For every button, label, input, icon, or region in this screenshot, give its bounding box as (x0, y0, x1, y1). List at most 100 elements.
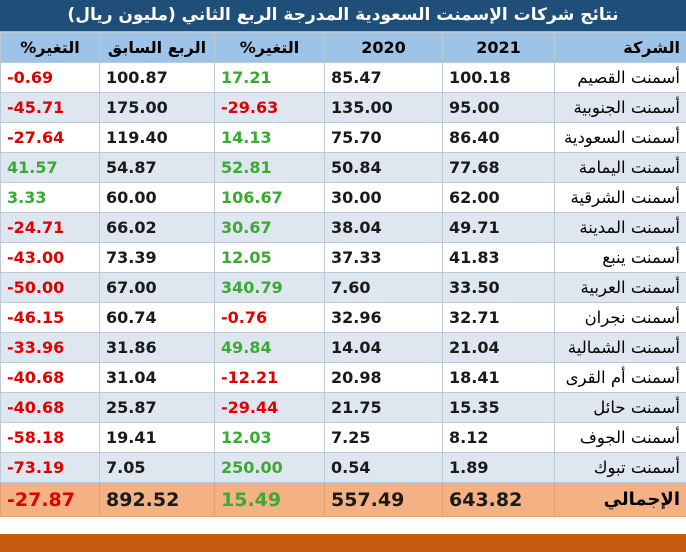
cell-2020: 50.84 (324, 152, 443, 183)
cell-company: أسمنت الشمالية (554, 332, 686, 363)
cell-2020: 0.54 (324, 452, 443, 483)
cell-prev-quarter: 60.74 (99, 302, 215, 333)
table-title: نتائج شركات الإسمنت السعودية المدرجة الر… (0, 0, 686, 32)
cell-2021: 41.83 (442, 242, 555, 273)
table-row: أسمنت اليمامة 77.68 50.84 52.81 54.87 41.57 (0, 152, 686, 183)
cell-change: -0.76 (214, 302, 325, 333)
cell-change: 49.84 (214, 332, 325, 363)
cell-change-prev: -24.71 (0, 212, 100, 243)
table-row: أسمنت الشرقية 62.00 30.00 106.67 60.00 3.33 (0, 182, 686, 213)
table-row: أسمنت تبوك 1.89 0.54 250.00 7.05 -73.19 (0, 452, 686, 483)
cell-change: -29.44 (214, 392, 325, 423)
cell-change-prev: 3.33 (0, 182, 100, 213)
results-table: الشركة 2021 2020 التغير% الربع السابق ال… (0, 32, 686, 517)
cell-company: أسمنت حائل (554, 392, 686, 423)
table-row: أسمنت ينبع 41.83 37.33 12.05 73.39 -43.00 (0, 242, 686, 273)
cell-prev-quarter: 54.87 (99, 152, 215, 183)
cell-2020: 557.49 (324, 482, 443, 517)
table-row: أسمنت السعودية 86.40 75.70 14.13 119.40 -27.6… (0, 122, 686, 153)
bottom-bar (0, 534, 686, 552)
cell-change: 15.49 (214, 482, 325, 517)
cell-2021: 62.00 (442, 182, 555, 213)
cell-prev-quarter: 60.00 (99, 182, 215, 213)
cell-prev-quarter: 67.00 (99, 272, 215, 303)
cell-company: أسمنت القصيم (554, 62, 686, 93)
cell-2021: 77.68 (442, 152, 555, 183)
cell-prev-quarter: 31.86 (99, 332, 215, 363)
cell-prev-quarter: 66.02 (99, 212, 215, 243)
table-row: أسمنت نجران 32.71 32.96 -0.76 60.74 -46.15 (0, 302, 686, 333)
cell-company: الإجمالي (554, 482, 686, 517)
cell-company: أسمنت الجنوبية (554, 92, 686, 123)
cell-prev-quarter: 31.04 (99, 362, 215, 393)
cell-change-prev: -27.87 (0, 482, 100, 517)
cell-2020: 135.00 (324, 92, 443, 123)
cell-change: 30.67 (214, 212, 325, 243)
cell-2020: 75.70 (324, 122, 443, 153)
header-change: التغير% (214, 32, 325, 63)
cell-2020: 7.25 (324, 422, 443, 453)
cell-company: أسمنت ينبع (554, 242, 686, 273)
table-row: أسمنت الشمالية 21.04 14.04 49.84 31.86 -33.96 (0, 332, 686, 363)
cell-2021: 1.89 (442, 452, 555, 483)
cell-change: 17.21 (214, 62, 325, 93)
table-row: أسمنت الجنوبية 95.00 135.00 -29.63 175.00 -45… (0, 92, 686, 123)
cell-change-prev: -58.18 (0, 422, 100, 453)
cell-company: أسمنت تبوك (554, 452, 686, 483)
cell-prev-quarter: 7.05 (99, 452, 215, 483)
cell-2020: 38.04 (324, 212, 443, 243)
cell-change-prev: -43.00 (0, 242, 100, 273)
table-row: أسمنت الجوف 8.12 7.25 12.03 19.41 -58.18 (0, 422, 686, 453)
header-2021: 2021 (442, 32, 555, 63)
cell-company: أسمنت السعودية (554, 122, 686, 153)
cell-change-prev: -50.00 (0, 272, 100, 303)
cell-prev-quarter: 119.40 (99, 122, 215, 153)
cell-2020: 37.33 (324, 242, 443, 273)
cell-2020: 7.60 (324, 272, 443, 303)
header-2020: 2020 (324, 32, 443, 63)
cell-change-prev: -73.19 (0, 452, 100, 483)
cell-change: 12.05 (214, 242, 325, 273)
total-row: الإجمالي 643.82 557.49 15.49 892.52 -27.87 (0, 482, 686, 517)
cell-change: 14.13 (214, 122, 325, 153)
table-row: أسمنت القصيم 100.18 85.47 17.21 100.87 -0.69 (0, 62, 686, 93)
cell-change-prev: -27.64 (0, 122, 100, 153)
cell-company: أسمنت العربية (554, 272, 686, 303)
cell-2021: 18.41 (442, 362, 555, 393)
cell-2020: 30.00 (324, 182, 443, 213)
cell-company: أسمنت نجران (554, 302, 686, 333)
cell-company: أسمنت المدينة (554, 212, 686, 243)
cell-2021: 643.82 (442, 482, 555, 517)
cell-change: 340.79 (214, 272, 325, 303)
cell-change: -12.21 (214, 362, 325, 393)
cell-change-prev: -0.69 (0, 62, 100, 93)
cell-change: 52.81 (214, 152, 325, 183)
cell-change: 12.03 (214, 422, 325, 453)
cell-prev-quarter: 175.00 (99, 92, 215, 123)
cell-2021: 100.18 (442, 62, 555, 93)
cell-change-prev: -40.68 (0, 392, 100, 423)
cell-company: أسمنت أم القرى (554, 362, 686, 393)
cell-change-prev: 41.57 (0, 152, 100, 183)
cell-2021: 32.71 (442, 302, 555, 333)
cell-change-prev: -46.15 (0, 302, 100, 333)
header-prev-quarter: الربع السابق (99, 32, 215, 63)
cell-change-prev: -40.68 (0, 362, 100, 393)
cell-company: أسمنت اليمامة (554, 152, 686, 183)
header-company: الشركة (554, 32, 686, 63)
cell-company: أسمنت الشرقية (554, 182, 686, 213)
cell-2021: 8.12 (442, 422, 555, 453)
cell-2021: 33.50 (442, 272, 555, 303)
cell-2021: 86.40 (442, 122, 555, 153)
cell-change: -29.63 (214, 92, 325, 123)
table-row: أسمنت حائل 15.35 21.75 -29.44 25.87 -40.68 (0, 392, 686, 423)
cell-change: 250.00 (214, 452, 325, 483)
cell-2020: 20.98 (324, 362, 443, 393)
cell-prev-quarter: 25.87 (99, 392, 215, 423)
cell-prev-quarter: 19.41 (99, 422, 215, 453)
cell-2021: 49.71 (442, 212, 555, 243)
cell-prev-quarter: 100.87 (99, 62, 215, 93)
cell-prev-quarter: 73.39 (99, 242, 215, 273)
cell-2021: 95.00 (442, 92, 555, 123)
